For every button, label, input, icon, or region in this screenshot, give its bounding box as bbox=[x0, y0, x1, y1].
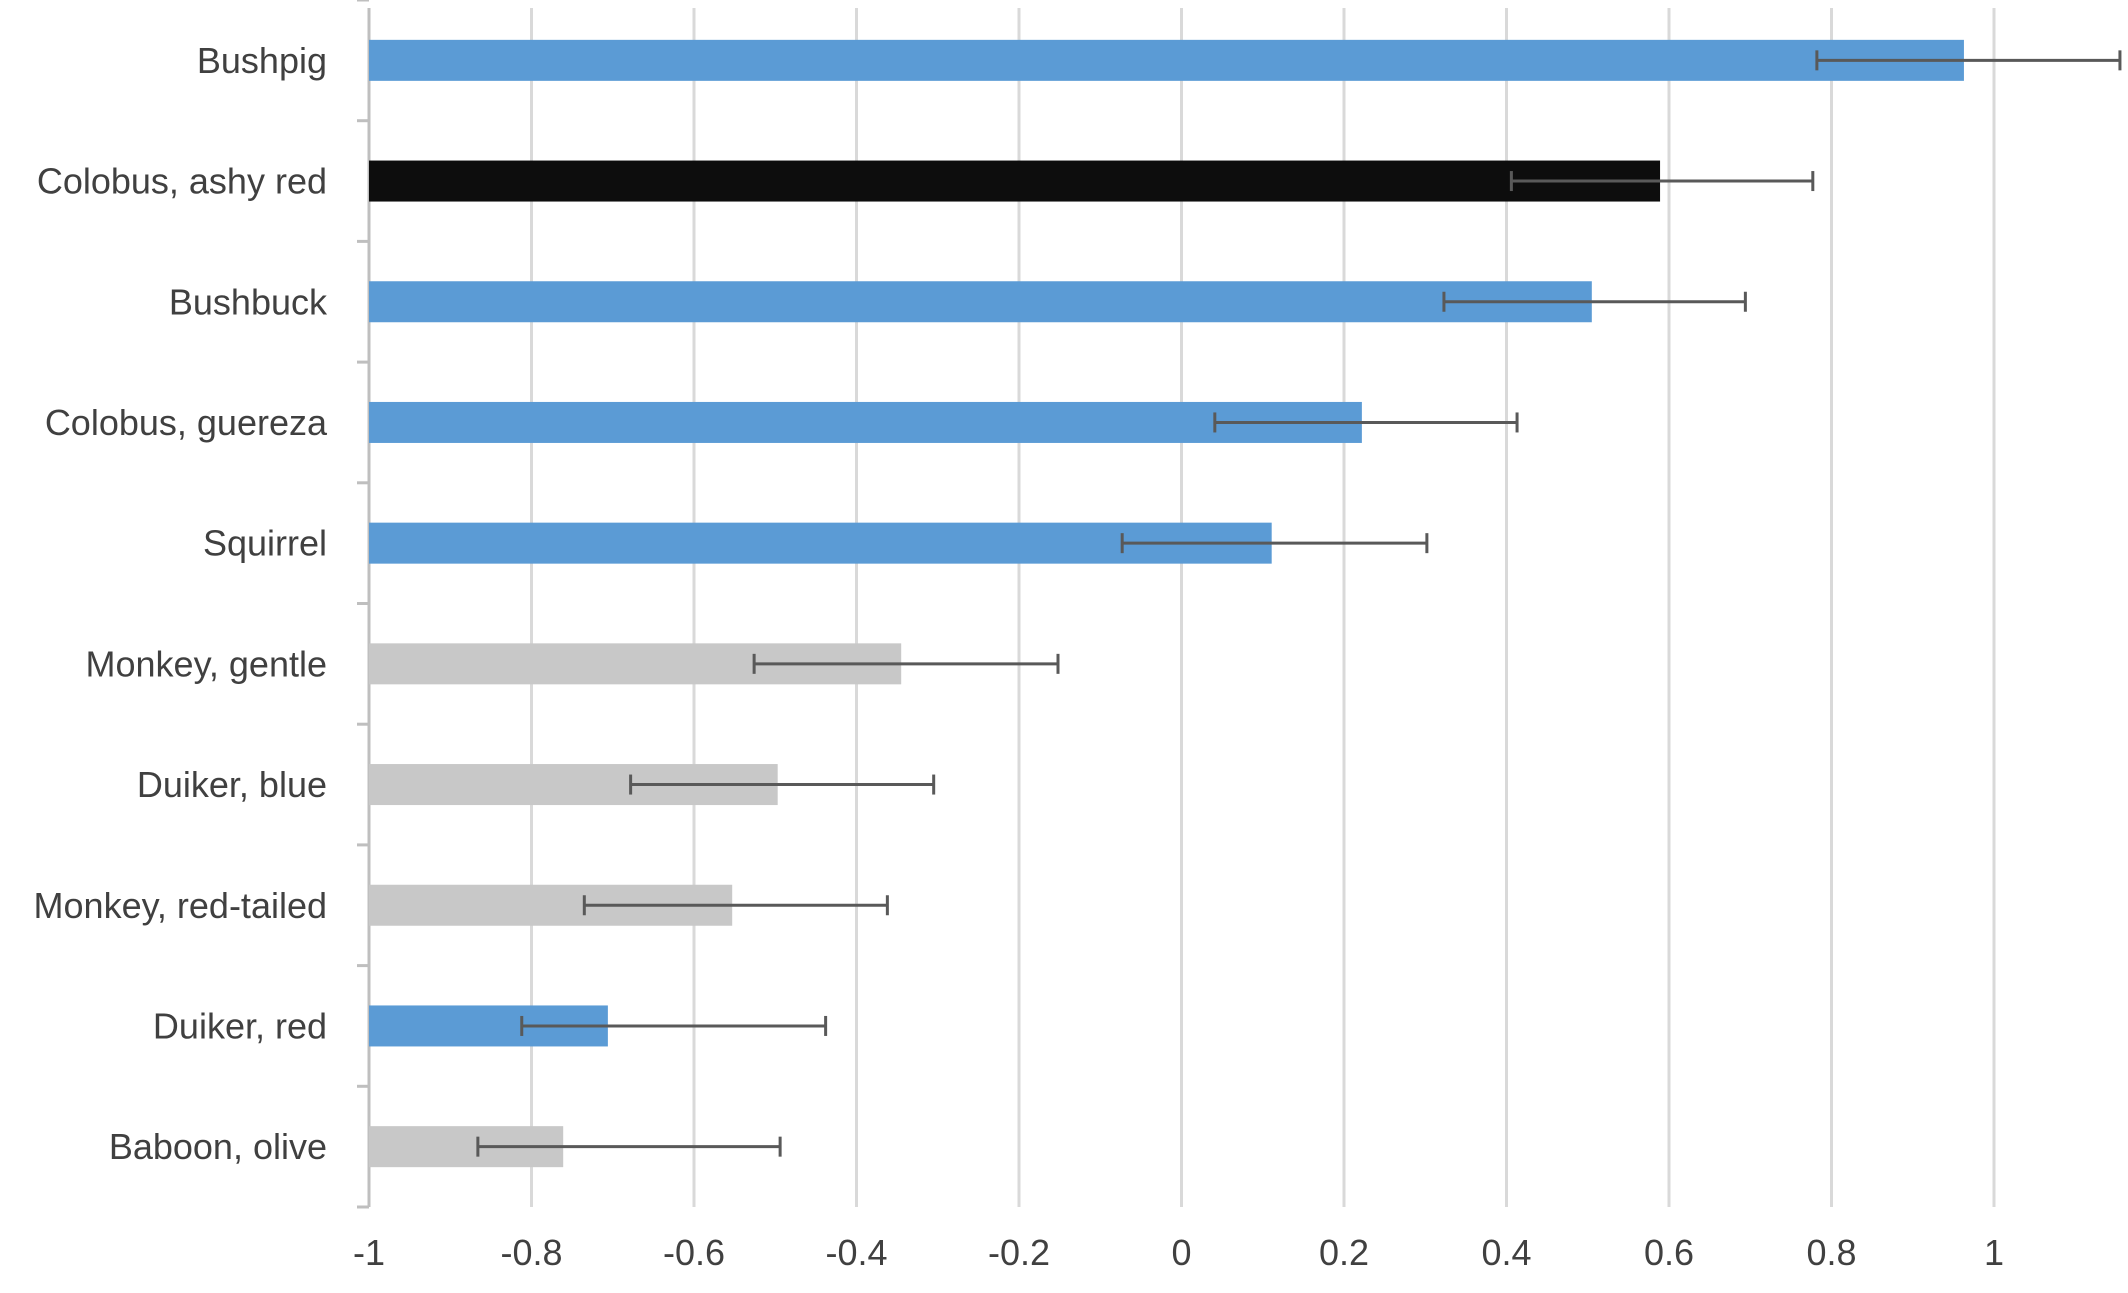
x-tick-label-8: 0.6 bbox=[1644, 1232, 1694, 1273]
x-tick-label-1: -0.8 bbox=[500, 1232, 562, 1273]
category-label-7: Monkey, red-tailed bbox=[34, 885, 327, 926]
bar-3 bbox=[369, 401, 1362, 443]
x-tick-label-9: 0.8 bbox=[1806, 1232, 1856, 1273]
bar-1 bbox=[369, 160, 1661, 202]
category-label-4: Squirrel bbox=[203, 523, 327, 564]
category-label-3: Colobus, guereza bbox=[45, 402, 328, 443]
x-tick-label-6: 0.2 bbox=[1319, 1232, 1369, 1273]
x-tick-label-3: -0.4 bbox=[825, 1232, 887, 1273]
x-tick-label-10: 1 bbox=[1984, 1232, 2004, 1273]
x-tick-label-0: -1 bbox=[353, 1232, 385, 1273]
category-label-6: Duiker, blue bbox=[137, 764, 327, 805]
category-label-1: Colobus, ashy red bbox=[37, 161, 327, 202]
category-label-0: Bushpig bbox=[197, 40, 327, 81]
category-label-5: Monkey, gentle bbox=[86, 643, 327, 684]
x-tick-label-2: -0.6 bbox=[663, 1232, 725, 1273]
category-label-2: Bushbuck bbox=[169, 281, 328, 322]
x-tick-label-7: 0.4 bbox=[1481, 1232, 1531, 1273]
x-tick-label-5: 0 bbox=[1171, 1232, 1191, 1273]
category-label-8: Duiker, red bbox=[153, 1005, 327, 1046]
bar-0 bbox=[369, 39, 1964, 81]
x-tick-label-4: -0.2 bbox=[988, 1232, 1050, 1273]
category-label-9: Baboon, olive bbox=[109, 1126, 327, 1167]
bar-2 bbox=[369, 281, 1592, 323]
